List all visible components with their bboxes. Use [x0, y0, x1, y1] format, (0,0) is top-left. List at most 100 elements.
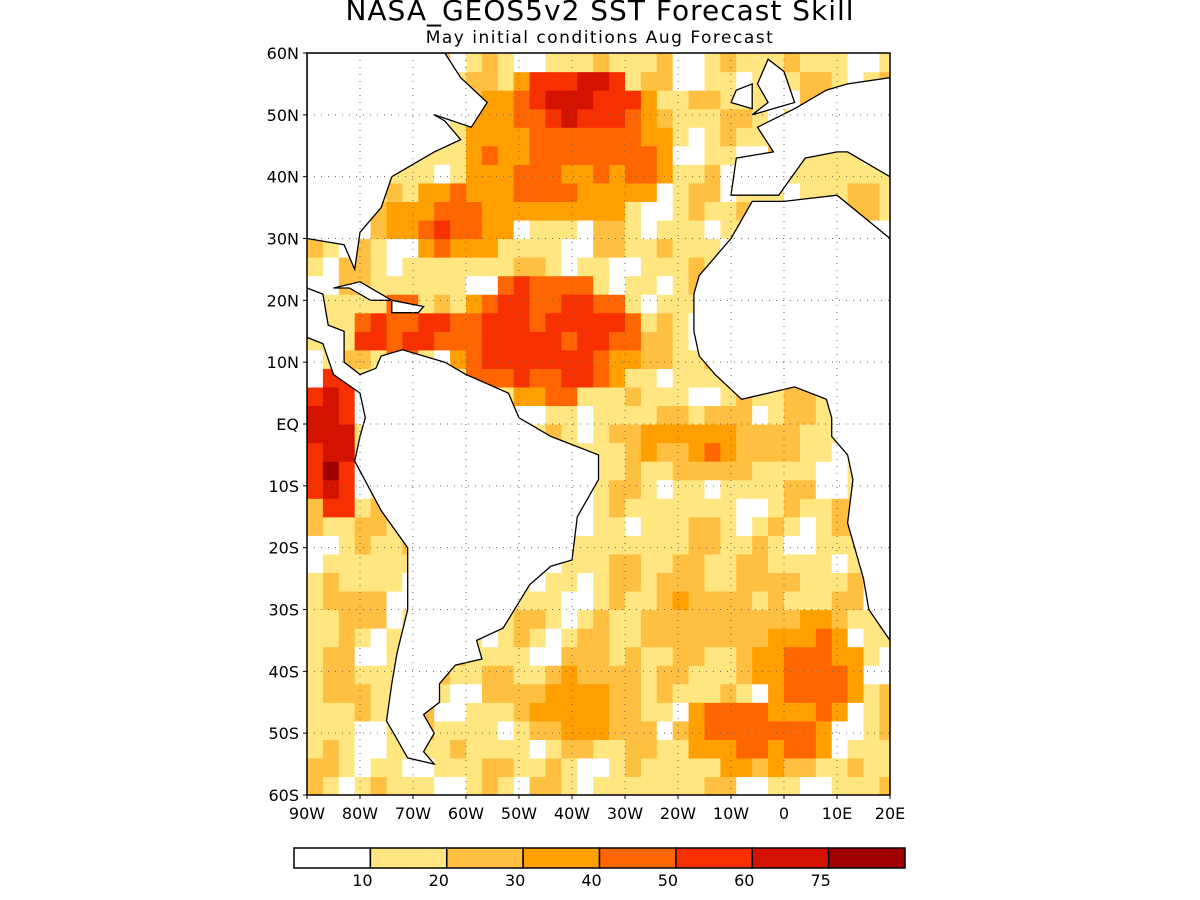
skill-cell: [593, 53, 610, 73]
skill-cell: [815, 535, 833, 555]
europe-landmass: [730, 77, 890, 196]
skill-cell: [784, 553, 801, 573]
cuba-island: [333, 281, 395, 301]
latitude-label: 20S: [268, 539, 299, 558]
skill-cell: [863, 201, 880, 221]
skill-cell: [481, 71, 499, 91]
skill-cell: [466, 331, 483, 351]
skill-cell: [815, 757, 833, 778]
skill-cell: [545, 238, 562, 258]
skill-cell: [450, 201, 467, 221]
skill-cell: [688, 665, 706, 685]
skill-cell: [640, 776, 658, 795]
skill-cell: [815, 702, 833, 722]
longitude-labels: 90W 80W 70W 60W 50W 40W 30W 20W 10W 0 10E 20E: [289, 795, 905, 823]
skill-cell: [545, 572, 562, 592]
skill-cell: [497, 145, 515, 165]
skill-cell: [672, 702, 690, 722]
skill-cell: [720, 461, 737, 481]
skill-cell: [640, 201, 658, 221]
skill-cell: [656, 386, 674, 407]
skill-cell: [481, 665, 499, 685]
latitude-label: 30N: [267, 230, 299, 249]
skill-cell: [466, 53, 483, 73]
skill-cell: [338, 294, 356, 314]
skill-cell: [831, 646, 849, 666]
skill-cell: [672, 145, 690, 165]
skill-cell: [656, 405, 674, 425]
skill-cell: [322, 535, 340, 555]
skill-cell: [513, 182, 531, 202]
skill-cell: [402, 257, 419, 277]
skill-cell: [736, 739, 753, 759]
skill-cell: [815, 572, 833, 592]
skill-cell: [736, 53, 753, 73]
colorbar-bin: [446, 847, 524, 869]
skill-cell: [656, 702, 674, 722]
land-layer: [307, 53, 890, 766]
skill-cell: [402, 757, 419, 778]
skill-cell: [720, 479, 737, 499]
longitude-label: 10E: [822, 804, 852, 823]
skill-cell: [370, 665, 388, 685]
skill-cell: [640, 461, 658, 481]
skill-cell: [609, 424, 626, 444]
skill-cell: [577, 609, 594, 629]
skill-cell: [863, 739, 880, 759]
skill-cell: [640, 53, 658, 73]
skill-cell: [513, 201, 531, 221]
skill-cell: [736, 498, 753, 518]
skill-cell: [577, 720, 594, 740]
skill-cell: [577, 368, 594, 388]
skill-cell: [481, 312, 499, 332]
skill-cell: [545, 757, 562, 778]
skill-cell: [752, 757, 769, 778]
skill-cell: [529, 590, 547, 611]
skill-cell: [593, 516, 610, 536]
skill-cell: [625, 127, 642, 147]
skill-cell: [625, 424, 642, 444]
skill-cell: [625, 720, 642, 740]
skill-cell: [688, 424, 706, 444]
skill-cell: [354, 609, 372, 629]
skill-cell: [481, 683, 499, 703]
skill-cell: [688, 553, 706, 573]
skill-cell: [529, 665, 547, 685]
skill-cell: [704, 479, 721, 499]
skill-cell: [656, 535, 674, 555]
skill-cell: [370, 238, 388, 258]
skill-cell: [354, 702, 372, 722]
skill-cell: [434, 238, 451, 258]
skill-cell: [688, 461, 706, 481]
skill-cell: [688, 71, 706, 91]
skill-cell: [561, 90, 578, 110]
skill-cell: [768, 405, 785, 425]
skill-cell: [497, 294, 515, 314]
skill-cell: [720, 665, 737, 685]
longitude-label: 40W: [554, 804, 590, 823]
skill-cell: [577, 553, 594, 573]
skill-cell: [338, 665, 356, 685]
latitude-label: 60N: [267, 44, 299, 63]
skill-cell: [338, 386, 356, 407]
skill-cell: [831, 461, 849, 481]
skill-cell: [672, 386, 690, 407]
skill-cell: [752, 776, 769, 795]
skill-cell: [752, 739, 769, 759]
skill-cell: [720, 71, 737, 91]
skill-cell: [625, 442, 642, 462]
skill-cell: [799, 739, 817, 759]
skill-cell: [307, 683, 324, 703]
skill-cell: [752, 535, 769, 555]
skill-cell: [307, 609, 324, 629]
skill-cell: [577, 702, 594, 722]
skill-cell: [497, 776, 515, 795]
skill-cell: [752, 498, 769, 518]
skill-cell: [704, 108, 721, 128]
skill-cell: [863, 628, 880, 648]
skill-cell: [354, 312, 372, 332]
skill-cell: [434, 757, 451, 778]
skill-cell: [799, 683, 817, 703]
skill-cell: [752, 442, 769, 462]
